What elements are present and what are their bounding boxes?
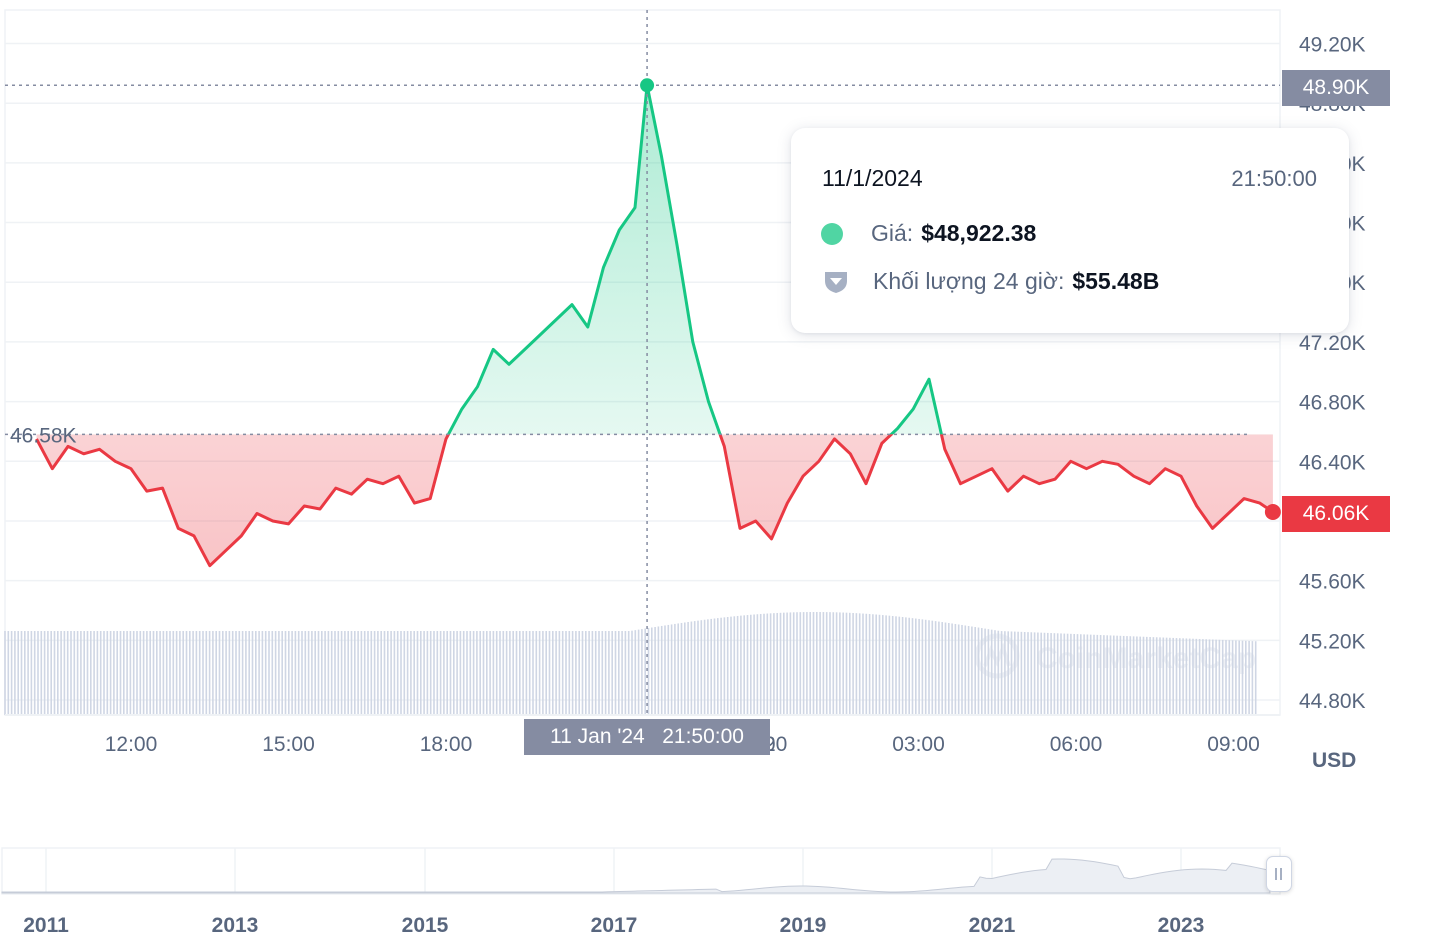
current-point (1264, 504, 1281, 521)
navigator-year-label: 2021 (969, 914, 1016, 937)
currency-label: USD (1312, 749, 1357, 772)
volume-icon (825, 272, 847, 293)
y-tick-label: 44.80K (1299, 690, 1366, 713)
volume-bars (4, 612, 1257, 715)
navigator-year-label: 2013 (212, 914, 259, 937)
navigator-year-label: 2017 (591, 914, 638, 937)
navigator: 2011 2013 2015 2017 2019 2021 2023 (1, 847, 1281, 937)
x-tick-label: 06:00 (1050, 733, 1103, 756)
x-tick-label: 09:00 (1207, 733, 1260, 756)
navigator-year-label: 2015 (402, 914, 449, 937)
hover-price-tag: 48.90K (1282, 70, 1390, 106)
area-above-baseline (36, 85, 1273, 435)
x-tick-label: 12:00 (105, 733, 158, 756)
x-tick-label: 18:00 (420, 733, 473, 756)
tooltip-date: 11/1/2024 (822, 165, 923, 191)
y-tick-label: 45.20K (1299, 630, 1366, 653)
navigator-year-label: 2019 (780, 914, 827, 937)
tooltip-price-value: $48,922.38 (921, 220, 1037, 246)
watermark: CoinMarketCap (974, 633, 1256, 679)
price-dot-icon (821, 222, 843, 245)
hover-time-label: 21:50:00 (662, 725, 744, 748)
navigator-mini-chart (1, 858, 1271, 894)
y-tick-label: 47.20K (1299, 332, 1366, 355)
price-line-up (446, 83, 943, 435)
y-tick-label: 49.20K (1299, 34, 1366, 57)
tooltip-price-row: Giá: $48,922.38 (821, 220, 1036, 247)
y-tick-label: 46.40K (1299, 451, 1366, 474)
navigator-year-label: 2023 (1158, 914, 1205, 937)
x-tick-label: 15:00 (262, 733, 315, 756)
area-below-baseline (36, 434, 1273, 566)
navigator-year-label: 2011 (23, 914, 69, 937)
tooltip-price-label: Giá: (871, 220, 914, 246)
hover-point (640, 78, 655, 93)
navigator-handle[interactable] (1266, 856, 1292, 892)
baseline-label: 46.58K (10, 424, 77, 447)
tooltip-volume-label: Khối lượng 24 giờ: (873, 267, 1065, 294)
price-line-down (35, 434, 1274, 568)
watermark-text: CoinMarketCap (1036, 642, 1256, 675)
tooltip-volume-value: $55.48B (1072, 267, 1160, 294)
tooltip-volume-row: Khối lượng 24 giờ: $55.48B (821, 266, 1159, 296)
hover-date-label: 11 Jan '24 (550, 725, 645, 748)
y-tick-label: 46.80K (1299, 392, 1366, 415)
tooltip-time: 21:50:00 (1231, 166, 1317, 191)
y-tick-label: 45.60K (1299, 571, 1366, 594)
price-tooltip: 11/1/2024 21:50:00 Giá: $48,922.38 Khối … (791, 128, 1349, 333)
current-price-tag: 46.06K (1282, 496, 1390, 532)
hover-time-tag: 11 Jan '24 21:50:00 (524, 719, 770, 755)
x-tick-label: 03:00 (892, 733, 945, 756)
